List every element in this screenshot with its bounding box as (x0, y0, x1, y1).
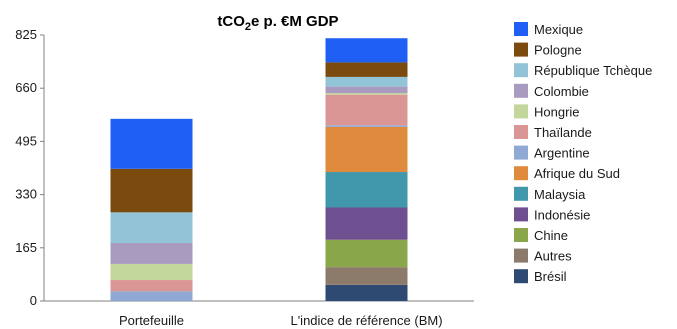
bar-segment-mexique (325, 38, 408, 63)
x-axis-labels: Portefeuille L'indice de référence (BM) (119, 313, 443, 328)
bar-segment-r-publique-tch-que (325, 76, 408, 87)
bar-segment-autres (325, 267, 408, 285)
bar-segment-argentine (325, 125, 408, 127)
legend-swatch (514, 145, 528, 160)
bar-segment-hongrie (110, 263, 193, 281)
bars (110, 38, 408, 301)
legend-swatch (514, 83, 528, 98)
bar-segment-indon-sie (325, 207, 408, 240)
legend-swatch (514, 248, 528, 263)
y-tick-label: 330 (15, 187, 37, 202)
legend-label: Chine (534, 228, 568, 243)
y-tick-label: 495 (15, 133, 37, 148)
legend-swatch (514, 125, 528, 139)
bar-segment-tha-lande (325, 94, 408, 126)
bar-segment-argentine (110, 291, 193, 301)
y-tick-label: 165 (15, 240, 37, 255)
legend-swatch (514, 228, 528, 242)
legend-swatch (514, 269, 528, 284)
bar-segment-br-sil (325, 284, 408, 301)
legend-label: Brésil (534, 269, 567, 284)
legend-label: Colombie (534, 84, 589, 99)
legend-label: Pologne (534, 43, 582, 58)
legend-swatch (514, 207, 528, 222)
x-category-label: Portefeuille (119, 313, 184, 328)
legend-swatch (514, 104, 528, 119)
legend-swatch (514, 42, 528, 57)
legend-label: Autres (534, 249, 572, 264)
legend-swatch (514, 166, 528, 181)
legend-swatch (514, 186, 528, 201)
legend-label: Indonésie (534, 207, 590, 222)
legend-swatch (514, 22, 528, 36)
bar-segment-afrique-du-sud (325, 126, 408, 173)
legend-swatch (514, 63, 528, 78)
x-category-label: L'indice de référence (BM) (290, 313, 442, 328)
legend-label: Afrique du Sud (534, 166, 620, 181)
chart-title: tCO2e p. €M GDP (217, 13, 338, 33)
chart-title-subscript: 2 (245, 21, 251, 33)
bar-segment-chine (325, 239, 408, 268)
bar-segment-tha-lande (110, 280, 193, 292)
bar-segment-colombie (110, 242, 193, 264)
legend-label: Hongrie (534, 104, 580, 119)
bar-segment-malaysia (325, 172, 408, 208)
legend-label: Argentine (534, 146, 590, 161)
y-tick-label: 660 (15, 80, 37, 95)
chart-title-main: tCO (217, 13, 245, 30)
legend-label: République Tchèque (534, 63, 652, 78)
legend-label: Thaïlande (534, 125, 592, 140)
bar-segment-colombie (325, 86, 408, 94)
y-tick-label: 825 (15, 27, 37, 42)
bar-segment-pologne (110, 168, 193, 213)
bar-segment-mexique (110, 118, 193, 169)
y-tick-label: 0 (30, 293, 37, 308)
bar-segment-hongrie (325, 93, 408, 95)
chart-title-rest: e p. €M GDP (251, 13, 339, 30)
legend-label: Mexique (534, 22, 583, 37)
legend: Mexique Pologne République Tchèque Colombie… (514, 22, 652, 284)
bar-segment-pologne (325, 62, 408, 77)
legend-label: Malaysia (534, 187, 586, 202)
bar-segment-r-publique-tch-que (110, 212, 193, 243)
